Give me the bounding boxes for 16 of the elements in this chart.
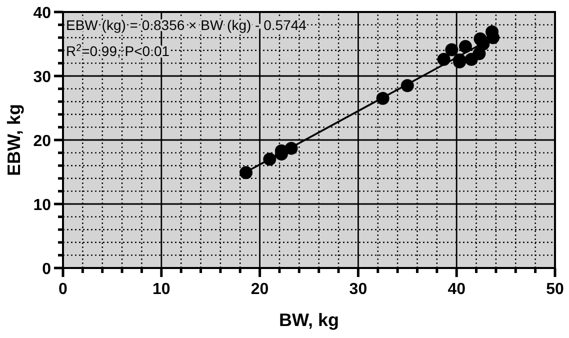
x-tick-label: 30: [349, 281, 368, 298]
y-tick-label: 0: [42, 261, 52, 278]
y-axis-title: EBW, kg: [4, 104, 24, 176]
y-tick-label: 30: [33, 69, 52, 86]
point: [458, 40, 472, 54]
x-axis-title: BW, kg: [278, 310, 340, 330]
point: [445, 43, 458, 56]
x-tick-label: 0: [58, 281, 68, 298]
x-tick-label: 40: [448, 281, 466, 298]
x-tick-label: 10: [152, 281, 170, 298]
y-tick-label: 40: [33, 5, 52, 22]
y-tick-label: 20: [33, 133, 52, 150]
x-tick-label: 50: [546, 281, 564, 298]
x-tick-label: 20: [250, 281, 269, 298]
point: [240, 166, 253, 180]
y-tick-label: 10: [33, 197, 52, 214]
